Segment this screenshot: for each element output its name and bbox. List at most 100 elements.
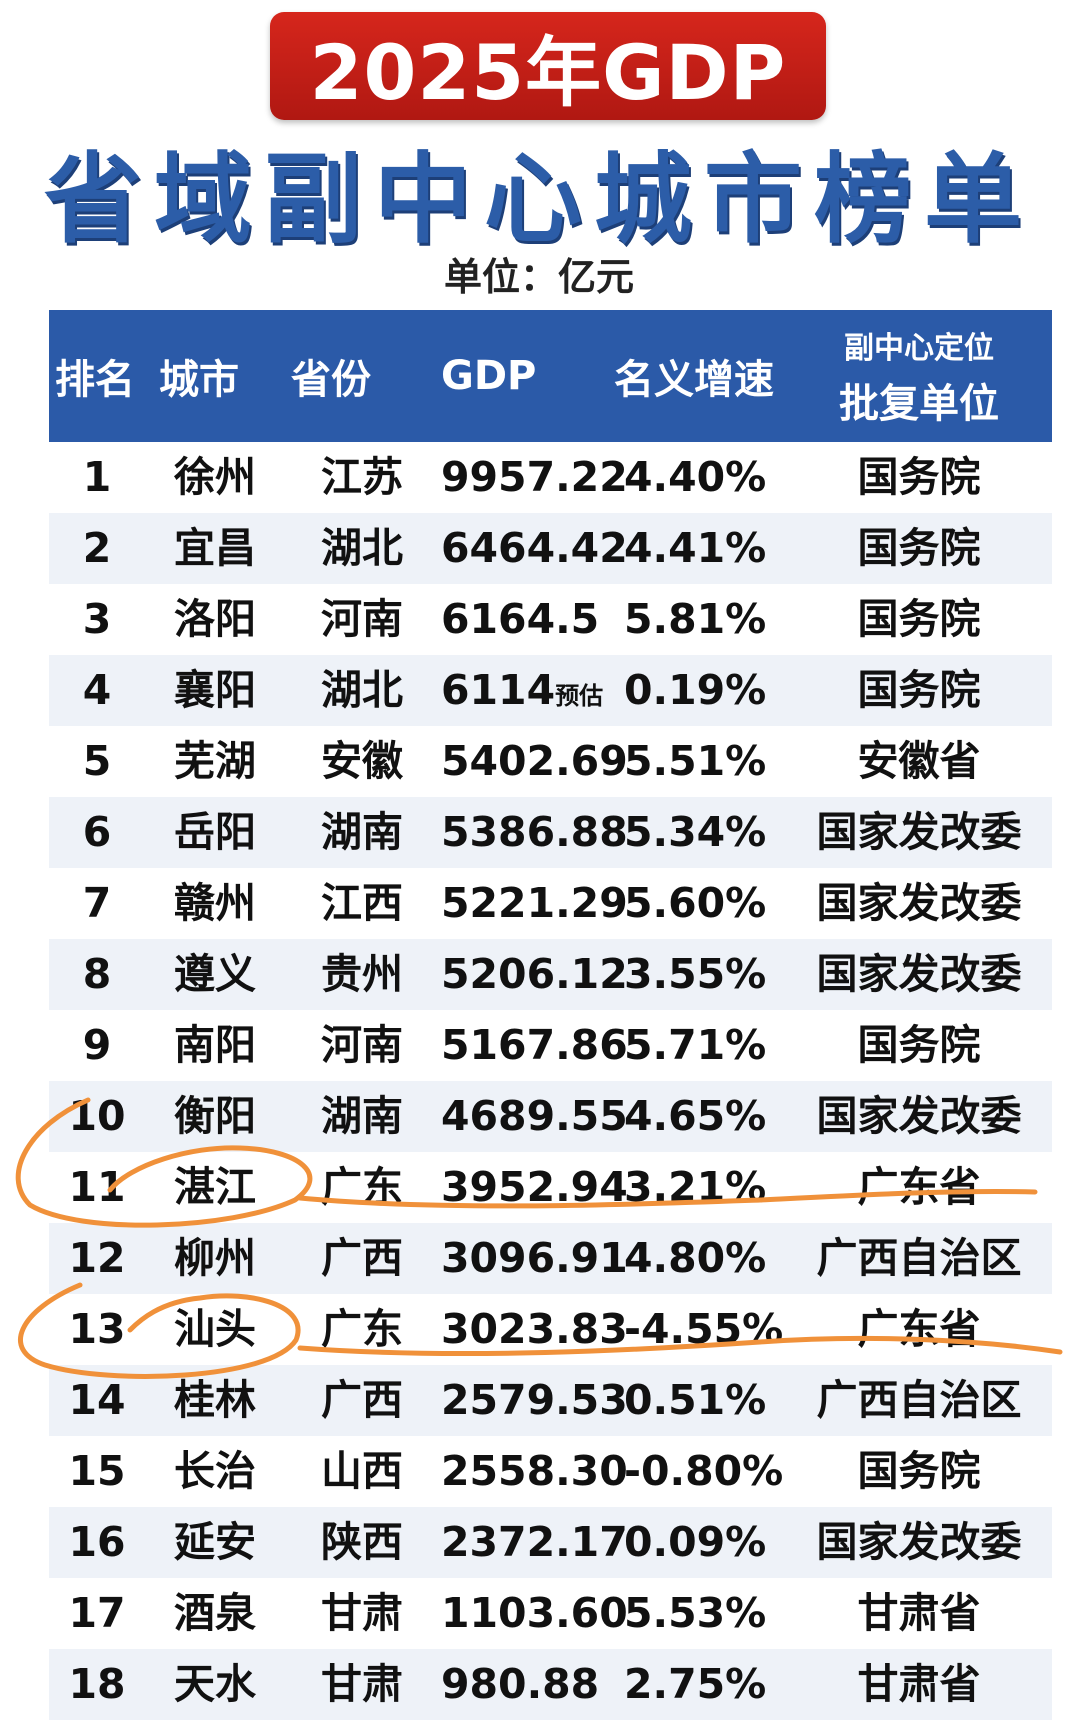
province-cell-text: 山西 bbox=[321, 1447, 403, 1495]
city-cell-text: 湛江 bbox=[174, 1163, 256, 1211]
city-cell: 柳州 bbox=[174, 1223, 256, 1294]
gdp-cell-text: 2579.53 bbox=[441, 1376, 628, 1424]
table-row: 12 柳州 广西 3096.91 4.80% 广西自治区 bbox=[49, 1223, 1052, 1294]
city-cell: 湛江 bbox=[174, 1152, 256, 1223]
rank-cell: 4 bbox=[49, 655, 145, 726]
growth-cell: 0.51% bbox=[624, 1365, 766, 1436]
gdp-cell: 6164.5 bbox=[441, 584, 599, 655]
org-cell: 甘肃省 bbox=[799, 1578, 1039, 1649]
org-cell: 甘肃省 bbox=[799, 1649, 1039, 1720]
growth-cell: 5.34% bbox=[624, 797, 766, 868]
rank-cell: 17 bbox=[49, 1578, 145, 1649]
org-cell-text: 国务院 bbox=[857, 595, 981, 643]
rank-cell-text: 3 bbox=[82, 595, 112, 643]
growth-cell: 0.09% bbox=[624, 1507, 766, 1578]
province-cell: 江苏 bbox=[321, 442, 403, 513]
org-cell: 国务院 bbox=[799, 1436, 1039, 1507]
gdp-cell-text: 980.88 bbox=[441, 1660, 600, 1708]
province-cell-text: 江苏 bbox=[321, 453, 403, 501]
city-cell: 天水 bbox=[174, 1649, 256, 1720]
gdp-cell: 2579.53 bbox=[441, 1365, 628, 1436]
column-header-rank: 排名 bbox=[55, 357, 135, 403]
growth-cell-text: 3.55% bbox=[624, 950, 767, 998]
org-cell-text: 国家发改委 bbox=[816, 808, 1022, 856]
table-row: 9 南阳 河南 5167.86 5.71% 国务院 bbox=[49, 1010, 1052, 1081]
gdp-cell-text: 6164.5 bbox=[441, 595, 600, 643]
org-cell: 国务院 bbox=[799, 655, 1039, 726]
table-row: 8 遵义 贵州 5206.12 3.55% 国家发改委 bbox=[49, 939, 1052, 1010]
province-cell: 湖南 bbox=[321, 1081, 403, 1152]
org-cell: 广东省 bbox=[799, 1152, 1039, 1223]
growth-cell-text: 4.40% bbox=[624, 453, 767, 501]
gdp-cell-text: 5167.86 bbox=[441, 1021, 628, 1069]
org-cell: 广东省 bbox=[799, 1294, 1039, 1365]
province-cell: 湖南 bbox=[321, 797, 403, 868]
growth-cell-text: 0.09% bbox=[624, 1518, 767, 1566]
city-cell-text: 桂林 bbox=[174, 1376, 256, 1424]
gdp-cell-text: 2558.30 bbox=[441, 1447, 628, 1495]
city-cell-text: 长治 bbox=[174, 1447, 256, 1495]
growth-cell-text: 5.51% bbox=[624, 737, 767, 785]
city-cell: 赣州 bbox=[174, 868, 256, 939]
province-cell: 山西 bbox=[321, 1436, 403, 1507]
table-body: 1 徐州 江苏 9957.22 4.40% 国务院 2 宜昌 湖北 6464.42 4.41% 国务院… bbox=[49, 442, 1052, 1720]
table-row: 3 洛阳 河南 6164.5 5.81% 国务院 bbox=[49, 584, 1052, 655]
province-cell-text: 河南 bbox=[321, 1021, 403, 1069]
city-cell: 洛阳 bbox=[174, 584, 256, 655]
rank-cell: 15 bbox=[49, 1436, 145, 1507]
growth-cell: -4.55% bbox=[624, 1294, 783, 1365]
rank-cell: 9 bbox=[49, 1010, 145, 1081]
province-cell-text: 江西 bbox=[321, 879, 403, 927]
growth-cell: 5.60% bbox=[624, 868, 766, 939]
table-row: 13 汕头 广东 3023.83 -4.55% 广东省 bbox=[49, 1294, 1052, 1365]
gdp-cell-text: 3096.91 bbox=[441, 1234, 628, 1282]
growth-cell-text: 3.21% bbox=[624, 1163, 767, 1211]
org-cell-text: 甘肃省 bbox=[857, 1660, 981, 1708]
org-cell-text: 国家发改委 bbox=[816, 950, 1022, 998]
rank-cell-text: 14 bbox=[68, 1376, 126, 1424]
table-row: 7 赣州 江西 5221.29 5.60% 国家发改委 bbox=[49, 868, 1052, 939]
rank-cell: 6 bbox=[49, 797, 145, 868]
rank-cell-text: 4 bbox=[82, 666, 112, 714]
gdp-cell: 2558.30 bbox=[441, 1436, 628, 1507]
org-cell-text: 国务院 bbox=[857, 666, 981, 714]
province-cell-text: 安徽 bbox=[321, 737, 403, 785]
year-badge: 2025年GDP bbox=[270, 12, 826, 120]
growth-cell-text: 0.51% bbox=[624, 1376, 767, 1424]
city-cell-text: 南阳 bbox=[174, 1021, 256, 1069]
rank-cell: 8 bbox=[49, 939, 145, 1010]
table-row: 16 延安 陕西 2372.17 0.09% 国家发改委 bbox=[49, 1507, 1052, 1578]
gdp-cell: 9957.22 bbox=[441, 442, 628, 513]
rank-cell: 13 bbox=[49, 1294, 145, 1365]
gdp-cell: 3023.83 bbox=[441, 1294, 628, 1365]
province-cell: 甘肃 bbox=[321, 1649, 403, 1720]
province-cell: 广东 bbox=[321, 1152, 403, 1223]
province-cell-text: 河南 bbox=[321, 595, 403, 643]
city-cell: 徐州 bbox=[174, 442, 256, 513]
rank-cell: 5 bbox=[49, 726, 145, 797]
province-cell: 甘肃 bbox=[321, 1578, 403, 1649]
province-cell-text: 广东 bbox=[321, 1163, 403, 1211]
growth-cell-text: -4.55% bbox=[624, 1305, 784, 1353]
province-cell: 广西 bbox=[321, 1223, 403, 1294]
column-header-org: 副中心定位 批复单位 bbox=[799, 310, 1039, 442]
page-title: 省域副中心城市榜单 bbox=[43, 143, 1034, 257]
province-cell-text: 广东 bbox=[321, 1305, 403, 1353]
rank-cell-text: 11 bbox=[68, 1163, 126, 1211]
growth-cell-text: 4.41% bbox=[624, 524, 767, 572]
gdp-cell-text: 6114 bbox=[441, 666, 556, 714]
gdp-cell: 6114预估 bbox=[441, 655, 603, 726]
gdp-cell: 2372.17 bbox=[441, 1507, 628, 1578]
growth-cell-text: 4.65% bbox=[624, 1092, 767, 1140]
city-cell: 长治 bbox=[174, 1436, 256, 1507]
province-cell: 广西 bbox=[321, 1365, 403, 1436]
province-cell-text: 湖北 bbox=[321, 666, 403, 714]
org-cell: 广西自治区 bbox=[799, 1365, 1039, 1436]
table-row: 17 酒泉 甘肃 1103.60 5.53% 甘肃省 bbox=[49, 1578, 1052, 1649]
province-cell-text: 甘肃 bbox=[321, 1589, 403, 1637]
table-row: 5 芜湖 安徽 5402.69 5.51% 安徽省 bbox=[49, 726, 1052, 797]
growth-cell-text: 4.80% bbox=[624, 1234, 767, 1282]
rank-cell-text: 2 bbox=[82, 524, 112, 572]
gdp-cell: 4689.55 bbox=[441, 1081, 628, 1152]
org-cell-text: 广西自治区 bbox=[816, 1234, 1022, 1282]
